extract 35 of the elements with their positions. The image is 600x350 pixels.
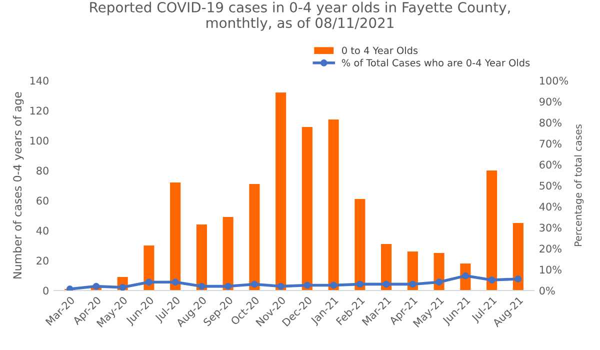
y2-tick-label: 60% bbox=[540, 160, 562, 169]
y2-tick-label: 50% bbox=[540, 182, 562, 190]
bar bbox=[302, 127, 312, 290]
y-tick-label: 100 bbox=[30, 136, 48, 145]
y-axis-title: Number of cases 0-4 years of age bbox=[12, 92, 24, 278]
chart-title: Reported COVID-19 cases in 0-4 year olds in Fayette County, monthtly, as of 08/11/2021 bbox=[90, 2, 510, 31]
y2-axis-title: Percentage of total cases bbox=[574, 124, 584, 246]
y-tick-label: 20 bbox=[36, 256, 48, 265]
y2-tick-label: 90% bbox=[540, 98, 562, 106]
y-tick-label: 120 bbox=[30, 106, 48, 115]
y2-tick-label: 20% bbox=[540, 244, 562, 253]
bar bbox=[354, 199, 366, 290]
legend-label: % of Total Cases who are 0-4 Year Olds bbox=[342, 58, 530, 66]
y2-tick-label: 40% bbox=[539, 202, 562, 211]
y2-tick-label: 100% bbox=[540, 76, 568, 85]
bar bbox=[222, 217, 234, 290]
legend-label: 0 to 4 Year Olds bbox=[342, 46, 418, 54]
y2-tick-label: 10% bbox=[540, 266, 562, 274]
y2-tick-label: 80% bbox=[540, 118, 562, 127]
y-tick-label: 140 bbox=[30, 76, 48, 85]
bar bbox=[196, 224, 207, 290]
bar bbox=[249, 184, 260, 290]
bar bbox=[276, 92, 286, 290]
bar bbox=[170, 182, 181, 290]
y-tick-label: 80 bbox=[36, 166, 48, 175]
bar bbox=[512, 223, 524, 290]
y2-tick-label: 30% bbox=[540, 224, 562, 232]
y2-tick-label: 70% bbox=[540, 140, 562, 148]
y-tick-label: 60 bbox=[36, 196, 48, 205]
bar bbox=[486, 170, 498, 290]
y2-tick-label: 0% bbox=[540, 286, 555, 295]
y-tick-label: 0 bbox=[43, 286, 48, 295]
bar bbox=[381, 244, 392, 290]
bar bbox=[328, 120, 339, 290]
y-tick-label: 40 bbox=[36, 226, 48, 235]
